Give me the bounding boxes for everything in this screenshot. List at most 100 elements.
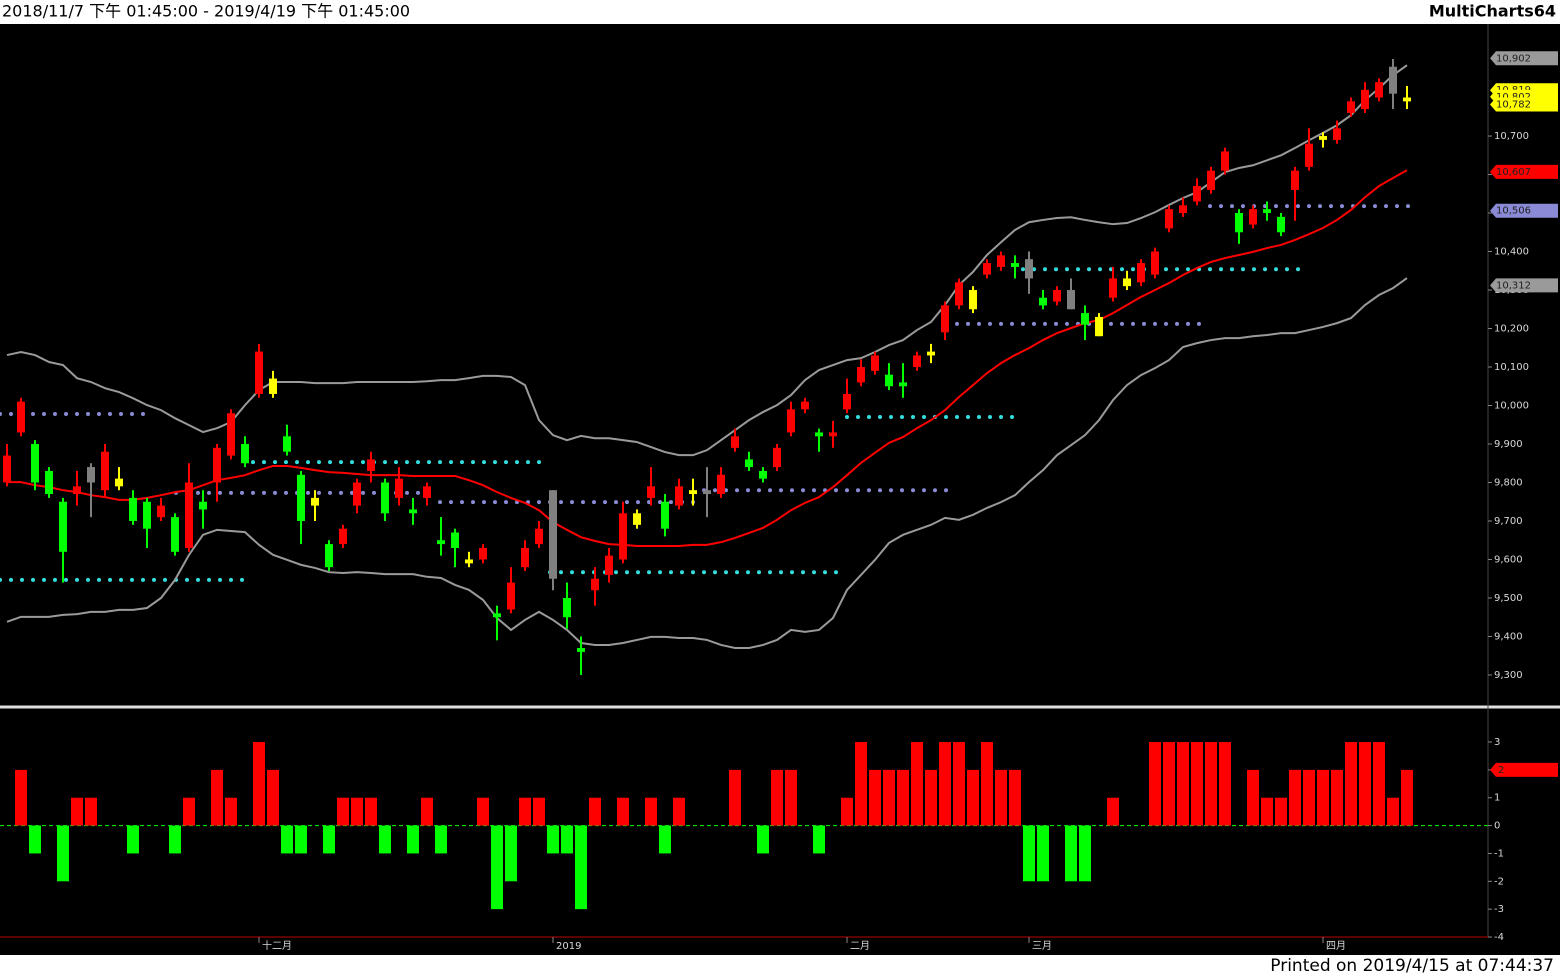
histogram-bar: [365, 797, 377, 826]
candle-body: [339, 528, 347, 545]
candle-body: [633, 513, 641, 525]
histogram-bar: [1247, 769, 1259, 826]
candle-body: [437, 540, 445, 545]
candle-body: [689, 490, 697, 495]
histogram-bar: [939, 742, 951, 826]
last-value-tag: [1490, 97, 1558, 112]
histogram-bar: [211, 769, 223, 826]
histogram-bar: [505, 825, 517, 882]
candle-body: [143, 501, 151, 529]
histogram-bar: [897, 769, 909, 826]
histogram-bar: [925, 769, 937, 826]
candle-body: [563, 597, 571, 618]
histogram-bar: [617, 797, 629, 826]
last-value-tag: [1490, 203, 1558, 218]
candle-body: [1011, 263, 1019, 267]
candle-body: [703, 490, 711, 495]
histogram-bar: [183, 797, 195, 826]
y-tick-label: 10,100: [1494, 362, 1529, 373]
histogram-bar: [1191, 742, 1203, 826]
candle-body: [409, 509, 417, 514]
y-tick-label: -4: [1494, 932, 1504, 943]
candle-body: [1305, 143, 1313, 167]
candle-body: [73, 486, 81, 495]
candle-body: [899, 382, 907, 387]
candle-body: [493, 613, 501, 618]
histogram-bar: [967, 769, 979, 826]
candle-body: [591, 578, 599, 591]
y-tick-label: 9,300: [1494, 670, 1523, 681]
y-tick-label: 10,400: [1494, 247, 1529, 258]
candle-body: [857, 367, 865, 383]
y-tick-label: -2: [1494, 876, 1504, 887]
histogram-bar: [1401, 769, 1413, 826]
candle-body: [241, 443, 249, 464]
y-tick-label: -1: [1494, 848, 1504, 859]
candle-body: [1165, 209, 1173, 229]
candle-body: [157, 505, 165, 518]
histogram-bar: [477, 797, 489, 826]
candle-body: [619, 513, 627, 560]
app-name: MultiCharts64: [1429, 2, 1556, 21]
candle-body: [45, 470, 53, 495]
histogram-bar: [323, 825, 335, 854]
candle-body: [1095, 316, 1103, 337]
candle-body: [1123, 278, 1131, 287]
candle-body: [269, 378, 277, 394]
histogram-bar: [1037, 825, 1049, 882]
histogram-bar: [841, 797, 853, 826]
candle-body: [381, 482, 389, 514]
print-stamp: Printed on 2019/4/15 at 07:44:37: [1270, 956, 1554, 976]
candle-body: [801, 401, 809, 410]
candle-body: [717, 474, 725, 495]
candle-body: [647, 486, 655, 498]
candle-body: [507, 582, 515, 610]
histogram-bar: [519, 797, 531, 826]
candle-body: [1319, 136, 1327, 140]
histogram-bar: [1219, 742, 1231, 826]
y-tick-label: 9,600: [1494, 554, 1523, 565]
y-tick-label: 10,000: [1494, 400, 1529, 411]
candle-body: [353, 482, 361, 506]
y-tick-label: 9,400: [1494, 631, 1523, 642]
histogram-bar: [1275, 797, 1287, 826]
candle-body: [199, 501, 207, 510]
candle-body: [773, 447, 781, 468]
histogram-bar: [1289, 769, 1301, 826]
histogram-bar: [295, 825, 307, 854]
candle-body: [87, 467, 95, 483]
histogram-bar: [1079, 825, 1091, 882]
histogram-bar: [351, 797, 363, 826]
candle-body: [17, 401, 25, 433]
candle-body: [1235, 213, 1243, 233]
histogram-bar: [813, 825, 825, 854]
candle-body: [675, 486, 683, 506]
candle-body: [1249, 209, 1257, 225]
candle-body: [1179, 205, 1187, 214]
y-tick-label: 3: [1494, 737, 1500, 748]
candle-body: [1389, 66, 1397, 94]
candle-body: [843, 393, 851, 410]
candle-body: [885, 374, 893, 387]
candle-body: [1361, 89, 1369, 110]
y-tick-label: 1: [1494, 793, 1500, 804]
candle-body: [535, 528, 543, 545]
candle-body: [1375, 82, 1383, 98]
y-tick-label: 9,800: [1494, 477, 1523, 488]
candle-body: [171, 517, 179, 552]
histogram-bar: [1303, 769, 1315, 826]
band-line: [6, 64, 1408, 457]
last-value-label: 10,902: [1496, 53, 1531, 64]
candle-body: [255, 351, 263, 394]
candle-body: [1347, 101, 1355, 113]
histogram-bar: [253, 742, 265, 826]
last-value-tag: [1490, 278, 1558, 293]
histogram-bar: [1177, 742, 1189, 826]
candle-body: [1193, 186, 1201, 202]
histogram-bar: [85, 797, 97, 826]
candle-body: [297, 474, 305, 521]
histogram-bar: [561, 825, 573, 854]
candle-body: [1081, 313, 1089, 325]
